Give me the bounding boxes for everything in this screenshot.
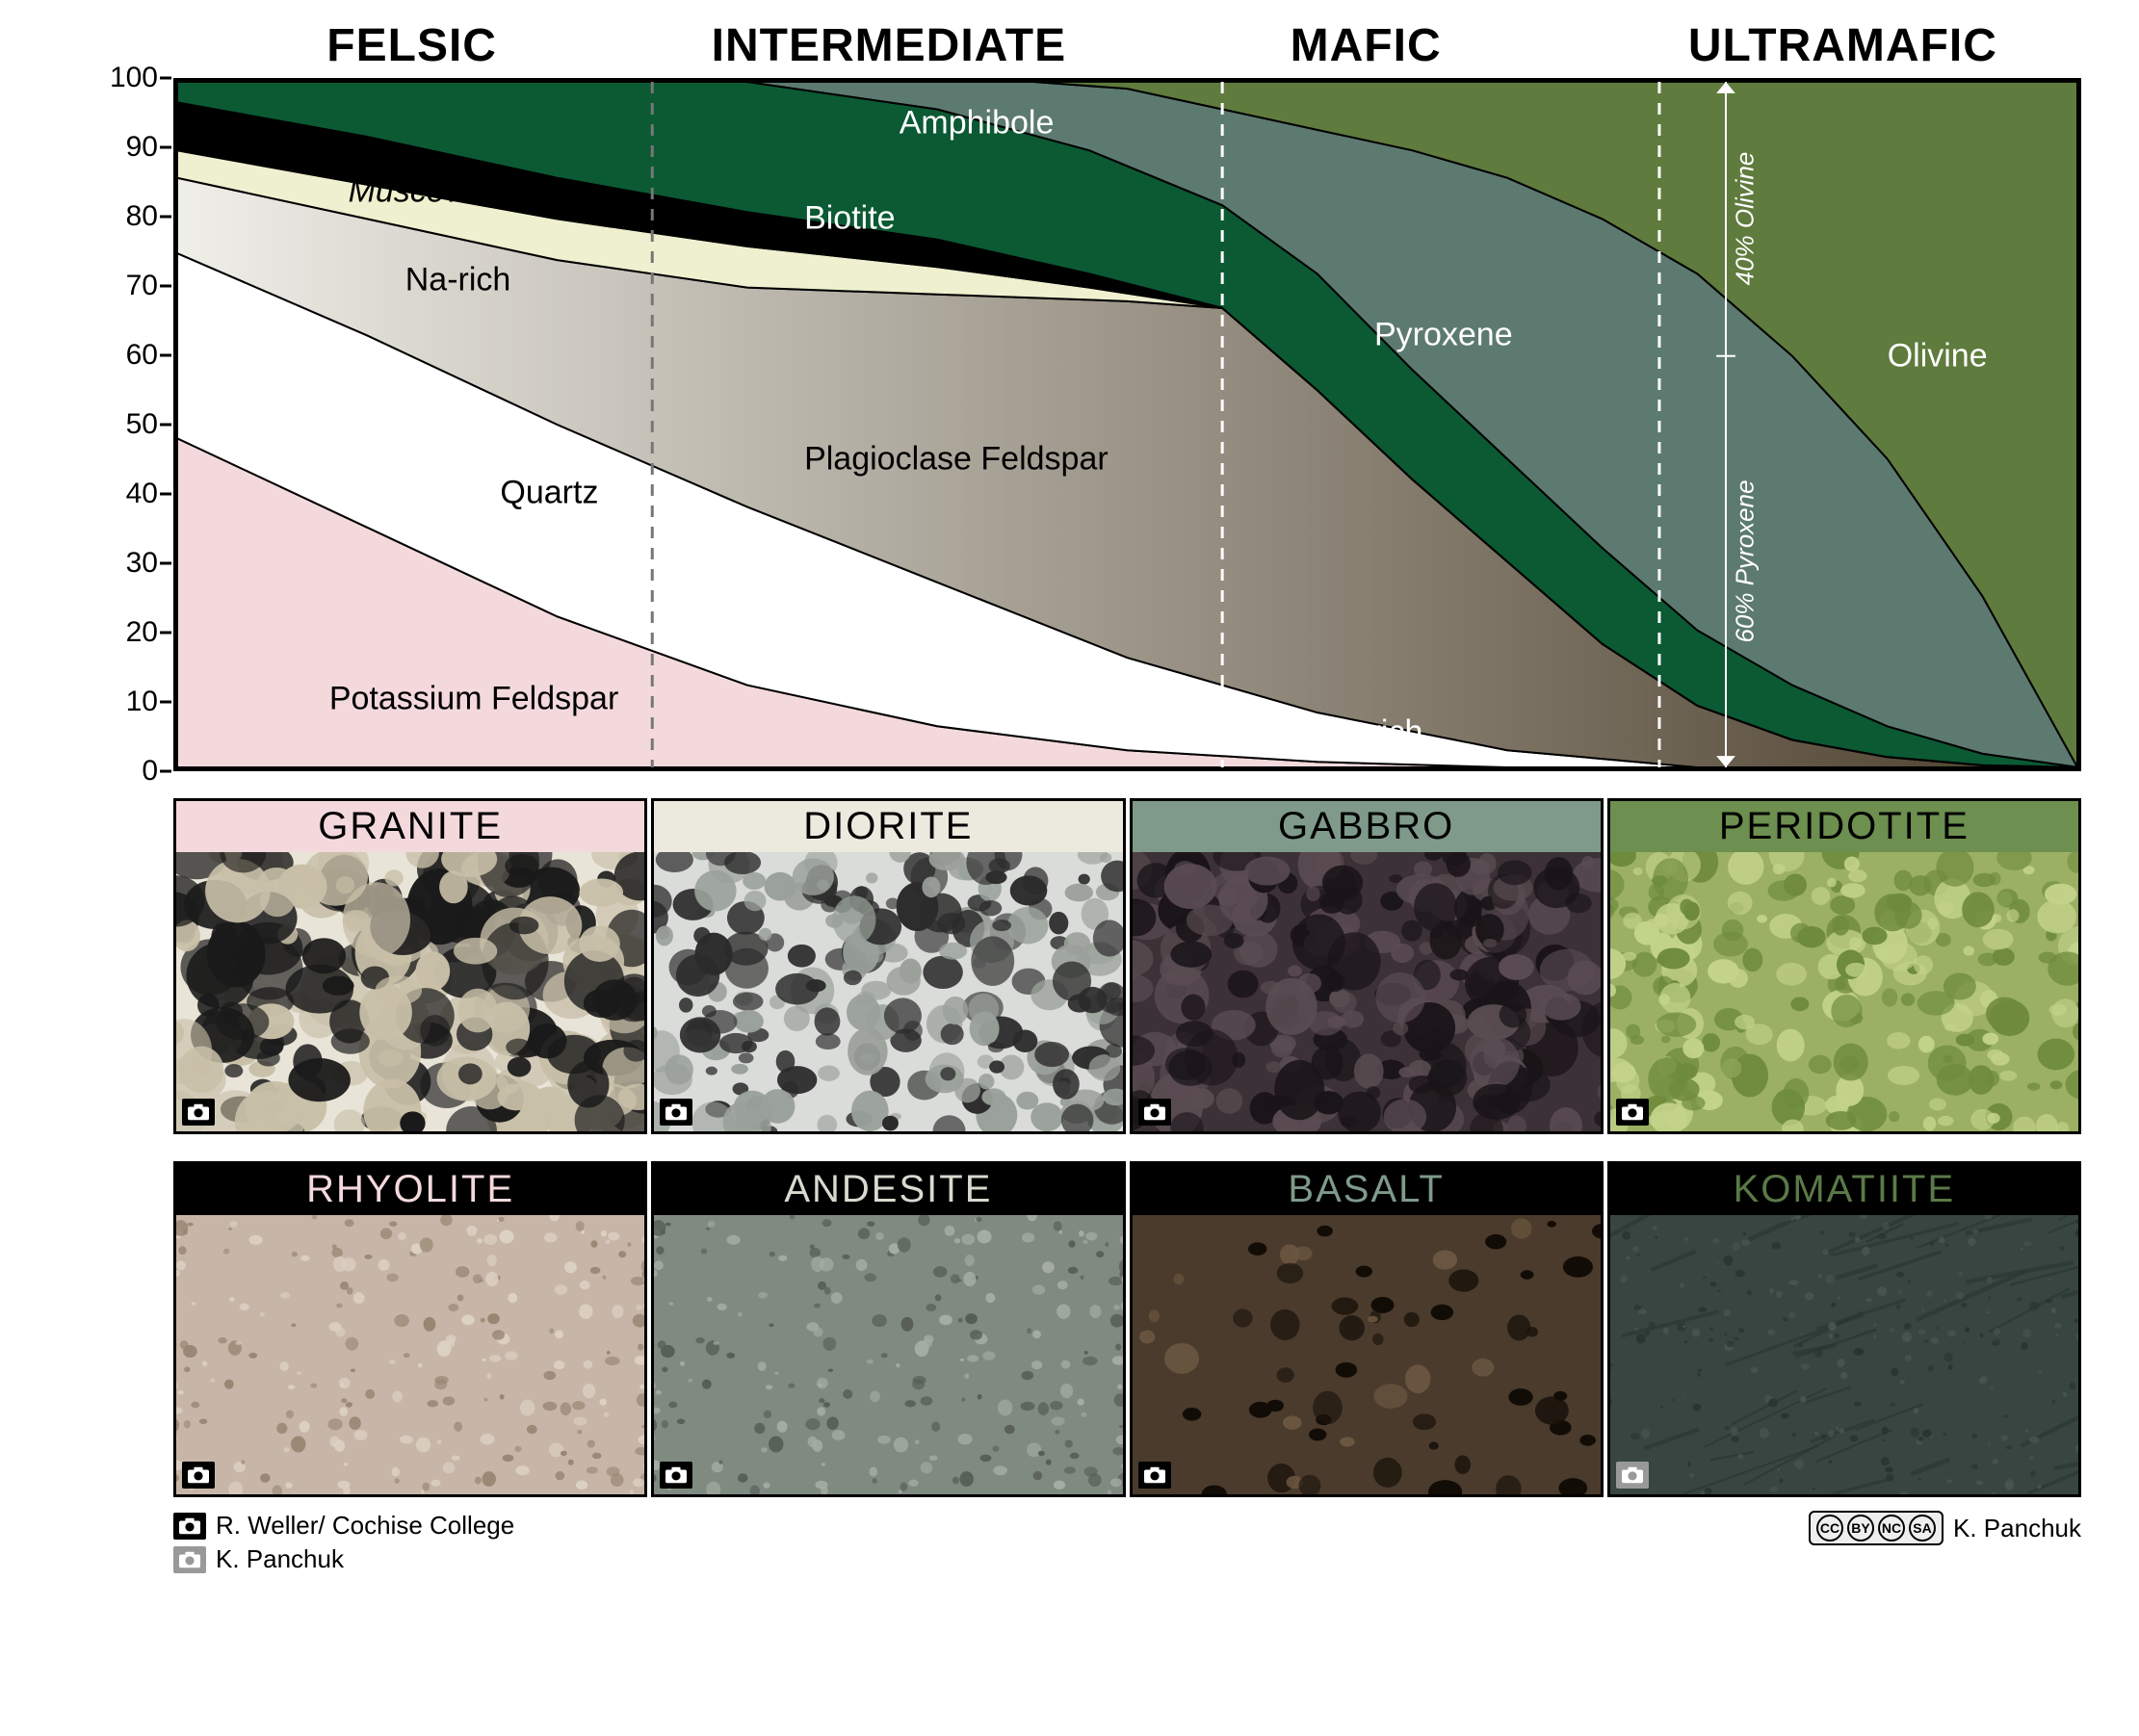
y-tick-mark: [160, 632, 171, 635]
rock-image: [1610, 1215, 2078, 1494]
y-tick-mark: [160, 562, 171, 565]
y-tick-mark: [160, 424, 171, 427]
nc-icon: NC: [1878, 1515, 1905, 1542]
extrusive-row: RHYOLITE ANDESITE BASALT KOMATIITE: [173, 1161, 2081, 1497]
rock-name: RHYOLITE: [176, 1164, 644, 1215]
y-tick-mark: [160, 146, 171, 149]
camera-icon: [1138, 1099, 1171, 1126]
column-headers: FELSIC INTERMEDIATE MAFIC ULTRAMAFIC: [173, 19, 2081, 72]
y-tick-label: 70: [100, 270, 158, 302]
rock-name: BASALT: [1133, 1164, 1601, 1215]
camera-icon-grey: [173, 1546, 206, 1573]
y-tick-mark: [160, 493, 171, 496]
rock-image: [1133, 1215, 1601, 1494]
intrusive-section: INTRUSIVE (PLUTONIC) GRANITE DIORITE GAB…: [173, 798, 2081, 1134]
rock-image: [1133, 852, 1601, 1131]
y-tick-label: 80: [100, 200, 158, 233]
chart-annotation: 40% Olivine: [1730, 152, 1760, 286]
mineral-composition-chart: AmphiboleMuscoviteBiotiteNa-richPyroxene…: [173, 78, 2081, 771]
chart-wrap: Mineral Composition (%) 0102030405060708…: [116, 78, 2081, 771]
rock-cell-basalt: BASALT: [1130, 1161, 1604, 1497]
rock-cell-gabbro: GABBRO: [1130, 798, 1604, 1134]
camera-icon: [182, 1462, 215, 1489]
credits: R. Weller/ Cochise College K. Panchuk CC…: [173, 1511, 2081, 1574]
y-tick-label: 20: [100, 616, 158, 649]
camera-icon: [660, 1462, 692, 1489]
rock-name: KOMATIITE: [1610, 1164, 2078, 1215]
y-tick-label: 90: [100, 131, 158, 164]
rock-cell-rhyolite: RHYOLITE: [173, 1161, 647, 1497]
header-felsic: FELSIC: [173, 19, 650, 72]
chart-annotation: 60% Pyroxene: [1730, 480, 1760, 643]
y-tick-mark: [160, 354, 171, 357]
y-tick-label: 30: [100, 547, 158, 580]
camera-icon: [182, 1099, 215, 1126]
rock-name: GABBRO: [1133, 801, 1601, 852]
y-axis-ticks: 0102030405060708090100: [104, 78, 171, 771]
rock-name: ANDESITE: [654, 1164, 1122, 1215]
credit-grey-text: K. Panchuk: [216, 1544, 344, 1574]
y-tick-label: 40: [100, 478, 158, 510]
intrusive-row: GRANITE DIORITE GABBRO PERIDOTITE: [173, 798, 2081, 1134]
sa-icon: SA: [1909, 1515, 1936, 1542]
rock-image: [1610, 852, 2078, 1131]
credit-black-text: R. Weller/ Cochise College: [216, 1511, 514, 1541]
rock-image: [654, 852, 1122, 1131]
camera-icon: [173, 1513, 206, 1540]
y-tick-mark: [160, 216, 171, 219]
y-tick-label: 50: [100, 408, 158, 441]
y-tick-mark: [160, 285, 171, 288]
y-tick-mark: [160, 701, 171, 704]
rock-cell-diorite: DIORITE: [651, 798, 1125, 1134]
author-text: K. Panchuk: [1953, 1514, 2081, 1543]
rock-name: DIORITE: [654, 801, 1122, 852]
header-ultramafic: ULTRAMAFIC: [1604, 19, 2081, 72]
cc-box: CC BY NC SA: [1809, 1511, 1943, 1545]
rock-image: [176, 852, 644, 1131]
rock-cell-andesite: ANDESITE: [651, 1161, 1125, 1497]
camera-icon: [660, 1099, 692, 1126]
page: FELSIC INTERMEDIATE MAFIC ULTRAMAFIC Min…: [0, 0, 2139, 1736]
header-intermediate: INTERMEDIATE: [650, 19, 1127, 72]
y-tick-label: 10: [100, 686, 158, 718]
rock-name: PERIDOTITE: [1610, 801, 2078, 852]
rock-cell-granite: GRANITE: [173, 798, 647, 1134]
credit-grey: K. Panchuk: [173, 1544, 514, 1574]
y-tick-mark: [160, 770, 171, 773]
rock-image: [654, 1215, 1122, 1494]
rock-image: [176, 1215, 644, 1494]
header-mafic: MAFIC: [1128, 19, 1604, 72]
y-tick-label: 100: [100, 62, 158, 94]
rock-cell-komatiite: KOMATIITE: [1607, 1161, 2081, 1497]
cc-badge: CC BY NC SA K. Panchuk: [1809, 1511, 2081, 1545]
y-tick-label: 60: [100, 339, 158, 372]
rock-cell-peridotite: PERIDOTITE: [1607, 798, 2081, 1134]
rock-name: GRANITE: [176, 801, 644, 852]
y-tick-mark: [160, 77, 171, 80]
camera-icon: [1616, 1462, 1649, 1489]
camera-icon: [1138, 1462, 1171, 1489]
camera-icon: [1616, 1099, 1649, 1126]
extrusive-section: EXTRUSIVE (VOLCANIC) RHYOLITE ANDESITE B…: [173, 1161, 2081, 1497]
y-tick-label: 0: [100, 755, 158, 788]
cc-icon: CC: [1816, 1515, 1843, 1542]
by-icon: BY: [1847, 1515, 1874, 1542]
credit-black: R. Weller/ Cochise College: [173, 1511, 514, 1541]
